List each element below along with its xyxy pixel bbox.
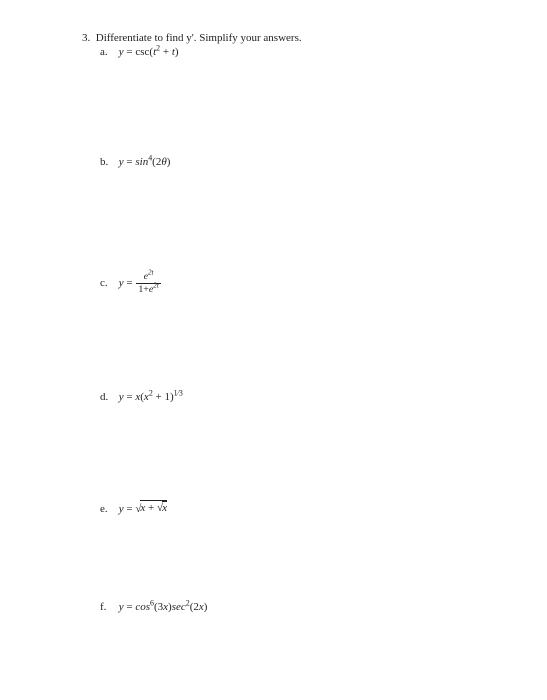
sqrt-inner-bar: x xyxy=(162,501,167,514)
sqrt-inner: √x xyxy=(157,501,167,514)
subproblem-f-label: f. xyxy=(100,601,116,613)
exp-one-third: 1⁄3 xyxy=(174,388,183,397)
subproblem-c-label: c. xyxy=(100,277,116,289)
paren-close: ) xyxy=(175,46,179,58)
eq: = xyxy=(124,601,136,613)
subproblem-b: b. y = sin4(2θ) xyxy=(82,156,477,168)
den-one-plus: 1+ xyxy=(138,284,149,295)
subproblem-d-label: d. xyxy=(100,391,116,403)
func-sec: sec xyxy=(172,601,186,613)
paren-close-2: ) xyxy=(204,601,208,613)
func-csc: csc xyxy=(135,46,149,58)
eq: = xyxy=(124,391,136,403)
subproblem-c: c. y = e2t 1+e2t xyxy=(82,272,477,295)
subproblem-e-label: e. xyxy=(100,503,116,515)
denominator: 1+e2t xyxy=(136,284,160,295)
eq: = xyxy=(124,156,136,168)
problem-header: 3. Differentiate to find y'. Simplify yo… xyxy=(82,32,477,44)
equation-b: y = sin4(2θ) xyxy=(119,156,171,168)
sqrt-outer: √x + √x xyxy=(135,501,167,515)
sqrt-outer-bar: x + √x xyxy=(140,500,167,514)
page-content: 3. Differentiate to find y'. Simplify yo… xyxy=(0,0,547,645)
eq: = xyxy=(124,277,136,289)
plus: + xyxy=(160,46,172,58)
eq: = xyxy=(124,46,136,58)
problem-instruction: Differentiate to find y'. Simplify your … xyxy=(96,32,302,44)
equation-c: y = e2t 1+e2t xyxy=(119,277,162,289)
subproblem-e: e. y = √x + √x xyxy=(82,501,477,515)
equation-f: y = cos6(3x)sec2(2x) xyxy=(119,601,208,613)
subproblem-d: d. y = x(x2 + 1)1⁄3 xyxy=(82,391,477,403)
fraction: e2t 1+e2t xyxy=(136,272,160,295)
num-exp: 2t xyxy=(148,269,154,277)
subproblem-b-label: b. xyxy=(100,156,116,168)
problem-number: 3. xyxy=(82,32,90,44)
eq: = xyxy=(124,503,136,515)
equation-a: y = csc(t2 + t) xyxy=(119,46,179,58)
func-cos: cos xyxy=(135,601,150,613)
subproblem-f: f. y = cos6(3x)sec2(2x) xyxy=(82,601,477,613)
den-exp: 2t xyxy=(153,282,159,290)
plus: + xyxy=(145,502,157,514)
func-sin: sin xyxy=(135,156,148,168)
plus-one-close: + 1) xyxy=(153,391,174,403)
subproblem-a-label: a. xyxy=(100,46,116,58)
equation-d: y = x(x2 + 1)1⁄3 xyxy=(119,391,183,403)
paren-close: ) xyxy=(167,156,171,168)
subproblem-a: a. y = csc(t2 + t) xyxy=(82,46,477,58)
var-x-inner: x xyxy=(162,502,167,514)
equation-e: y = √x + √x xyxy=(119,503,167,515)
